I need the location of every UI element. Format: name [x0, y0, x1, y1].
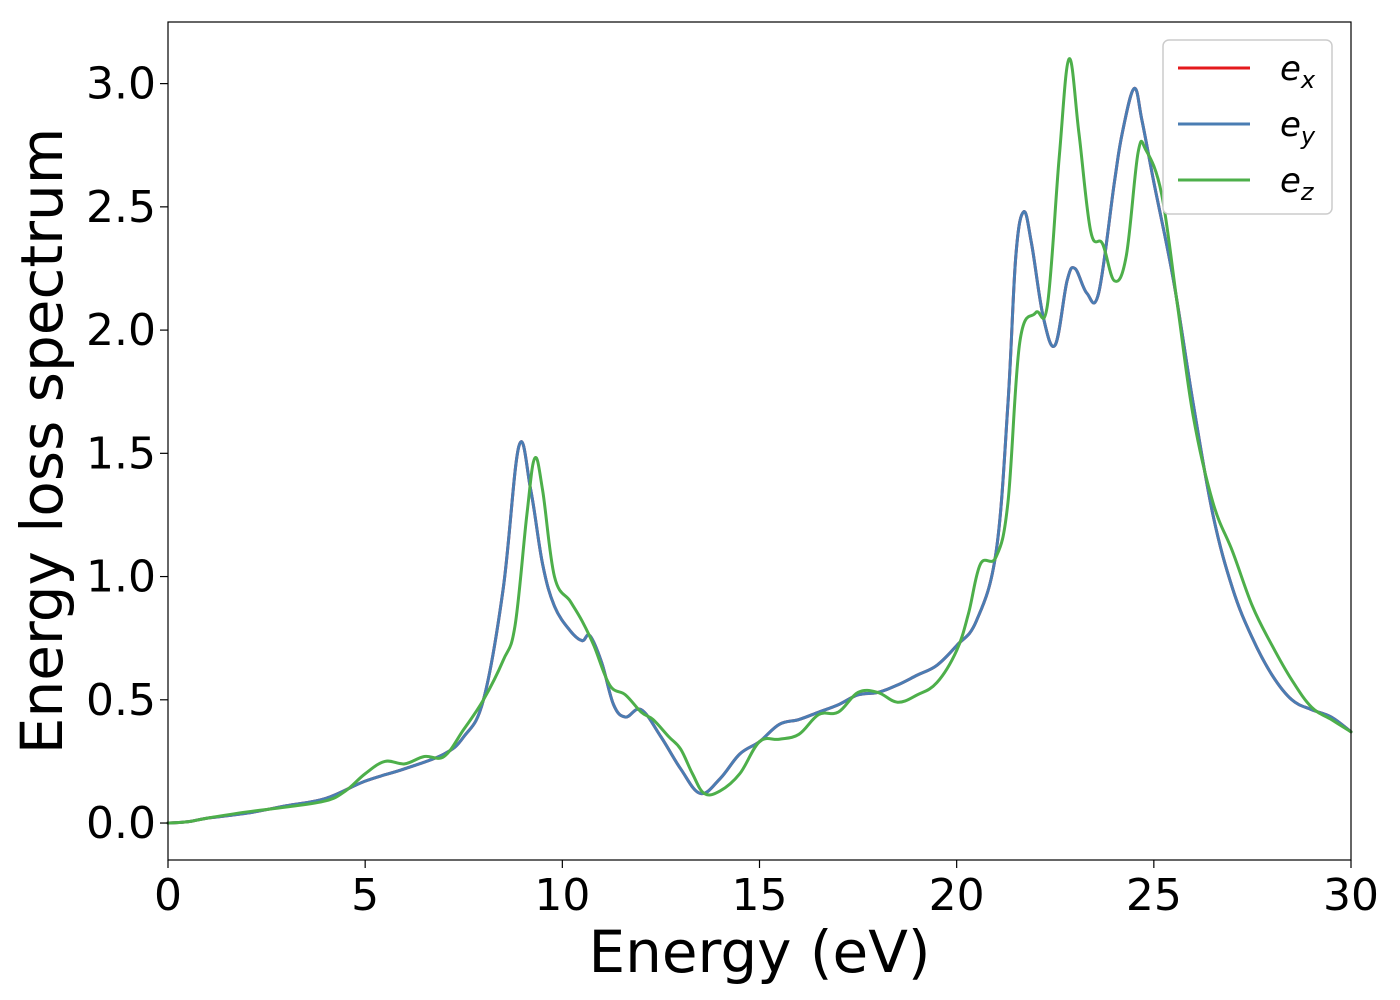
x-axis-label: Energy (eV) [588, 918, 930, 986]
y-axis-label: Energy loss spectrum [8, 128, 76, 754]
series-layer [166, 57, 1353, 825]
x-tick-label: 10 [534, 870, 590, 921]
x-tick-label: 20 [929, 870, 985, 921]
plot-background [168, 22, 1351, 860]
x-axis-ticks: 0 5 10 15 20 25 30 [154, 860, 1379, 921]
x-tick-label: 5 [351, 870, 379, 921]
legend-label-ex: ex [1280, 49, 1316, 94]
x-tick-label: 15 [732, 870, 788, 921]
y-tick-label: 2.0 [86, 305, 156, 356]
x-tick-label: 30 [1323, 870, 1379, 921]
x-tick-label: 0 [154, 870, 182, 921]
y-tick-label: 1.0 [86, 552, 156, 603]
legend-box [1162, 39, 1333, 215]
x-tick-label: 25 [1126, 870, 1182, 921]
y-tick-label: 0.0 [86, 798, 156, 849]
y-tick-label: 3.0 [86, 59, 156, 110]
y-tick-label: 2.5 [86, 182, 156, 233]
legend: ex ey ez [1162, 39, 1333, 215]
y-tick-label: 0.5 [86, 675, 156, 726]
legend-label-ey: ey [1280, 105, 1316, 150]
legend-label-ez: ez [1280, 161, 1315, 206]
y-tick-label: 1.5 [86, 428, 156, 479]
y-axis-ticks: 0.0 0.5 1.0 1.5 2.0 2.5 3.0 [86, 59, 168, 849]
series-line-ez [166, 57, 1353, 825]
